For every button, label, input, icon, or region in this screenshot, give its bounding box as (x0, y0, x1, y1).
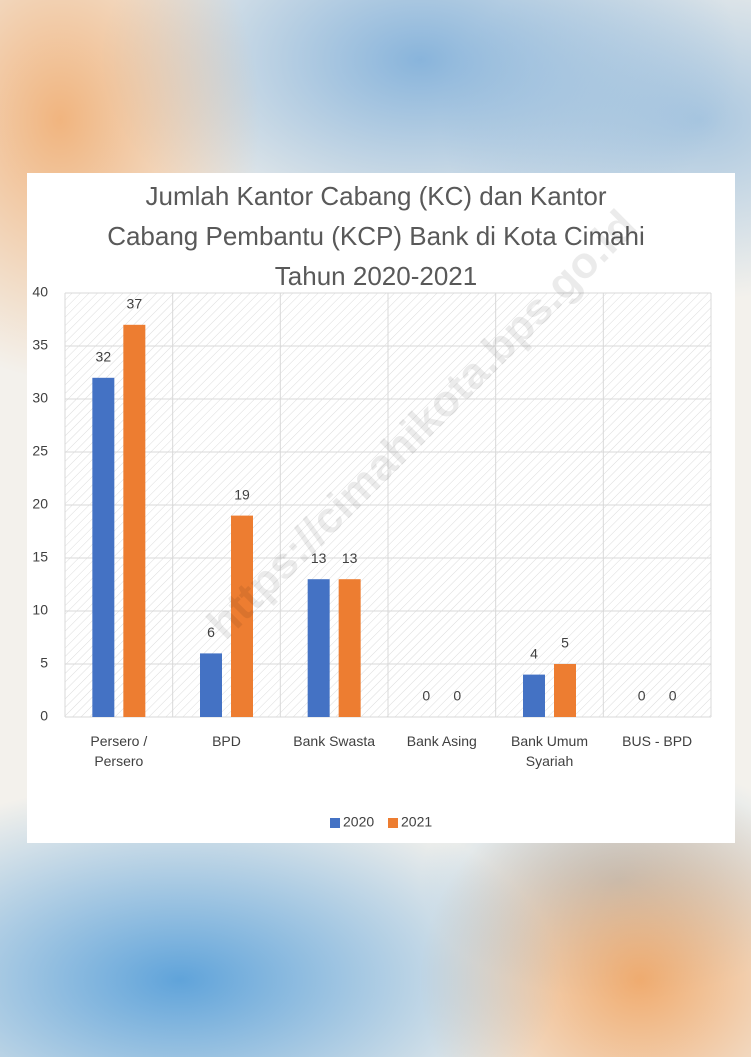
y-tick-label: 5 (40, 655, 48, 671)
legend-swatch (388, 818, 398, 828)
data-label: 5 (561, 635, 569, 651)
data-label: 32 (96, 349, 112, 365)
bar (554, 664, 576, 717)
data-label: 19 (234, 486, 250, 502)
y-tick-label: 15 (32, 549, 48, 565)
y-tick-label: 30 (32, 390, 48, 406)
chart: 0510152025303540323761913130045002020202… (0, 0, 751, 1057)
y-tick-label: 25 (32, 443, 48, 459)
x-tick-label: Bank Asing (392, 731, 492, 751)
bar (523, 675, 545, 717)
y-tick-label: 35 (32, 337, 48, 353)
bar (200, 653, 222, 717)
data-label: 13 (342, 550, 358, 566)
x-tick-label: BUS - BPD (607, 731, 707, 751)
bar (92, 378, 114, 717)
y-tick-label: 0 (40, 708, 48, 724)
page: Jumlah Kantor Cabang (KC) dan Kantor Cab… (0, 0, 751, 1057)
bar (123, 325, 145, 717)
x-tick-label: Bank Umum Syariah (500, 731, 600, 771)
x-tick-label: Bank Swasta (284, 731, 384, 751)
y-tick-label: 20 (32, 496, 48, 512)
data-label: 4 (530, 645, 538, 661)
legend-label: 2021 (401, 814, 432, 830)
bar (308, 579, 330, 717)
data-label: 0 (638, 688, 646, 704)
x-tick-label: BPD (177, 731, 277, 751)
data-label: 0 (669, 688, 677, 704)
legend-label: 2020 (343, 814, 374, 830)
data-label: 37 (127, 296, 143, 312)
data-label: 0 (422, 688, 430, 704)
data-label: 0 (453, 688, 461, 704)
x-tick-label: Persero / Persero (69, 731, 169, 771)
bar (339, 579, 361, 717)
y-tick-label: 10 (32, 602, 48, 618)
y-tick-label: 40 (32, 284, 48, 300)
legend-swatch (330, 818, 340, 828)
